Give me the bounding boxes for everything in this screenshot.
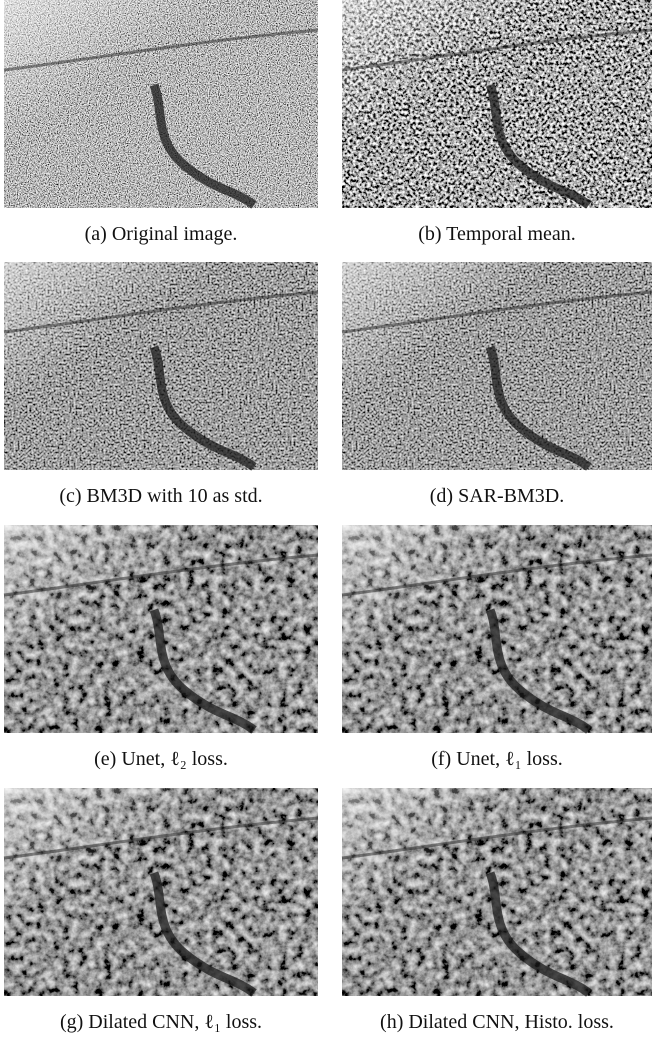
sar-image: [341, 262, 652, 471]
caption: (a) Original image.: [85, 223, 238, 245]
caption: (e) Unet, ℓ₂ loss.: [94, 748, 228, 770]
river: [485, 345, 592, 471]
road: [341, 816, 652, 860]
sar-image: [3, 262, 319, 471]
road: [3, 28, 319, 72]
caption: (g) Dilated CNN, ℓ₁ loss.: [60, 1011, 262, 1033]
river: [485, 83, 592, 209]
sar-image: [3, 0, 319, 209]
sar-image: [3, 525, 319, 734]
road: [3, 290, 319, 334]
road: [341, 553, 652, 597]
sar-image: [341, 0, 652, 209]
caption: (c) BM3D with 10 as std.: [59, 485, 262, 507]
road: [341, 28, 652, 72]
river: [149, 871, 257, 997]
caption: (f) Unet, ℓ₁ loss.: [431, 748, 563, 770]
river: [485, 608, 592, 734]
road: [3, 816, 319, 860]
river: [149, 83, 257, 209]
road: [3, 553, 319, 597]
caption: (d) SAR-BM3D.: [430, 485, 564, 507]
river: [149, 608, 257, 734]
road: [341, 290, 652, 334]
sar-image: [3, 788, 319, 997]
sar-image: [341, 788, 652, 997]
caption: (h) Dilated CNN, Histo. loss.: [380, 1011, 614, 1033]
river: [485, 871, 592, 997]
sar-image: [341, 525, 652, 734]
caption: (b) Temporal mean.: [418, 223, 576, 245]
river: [149, 345, 257, 471]
